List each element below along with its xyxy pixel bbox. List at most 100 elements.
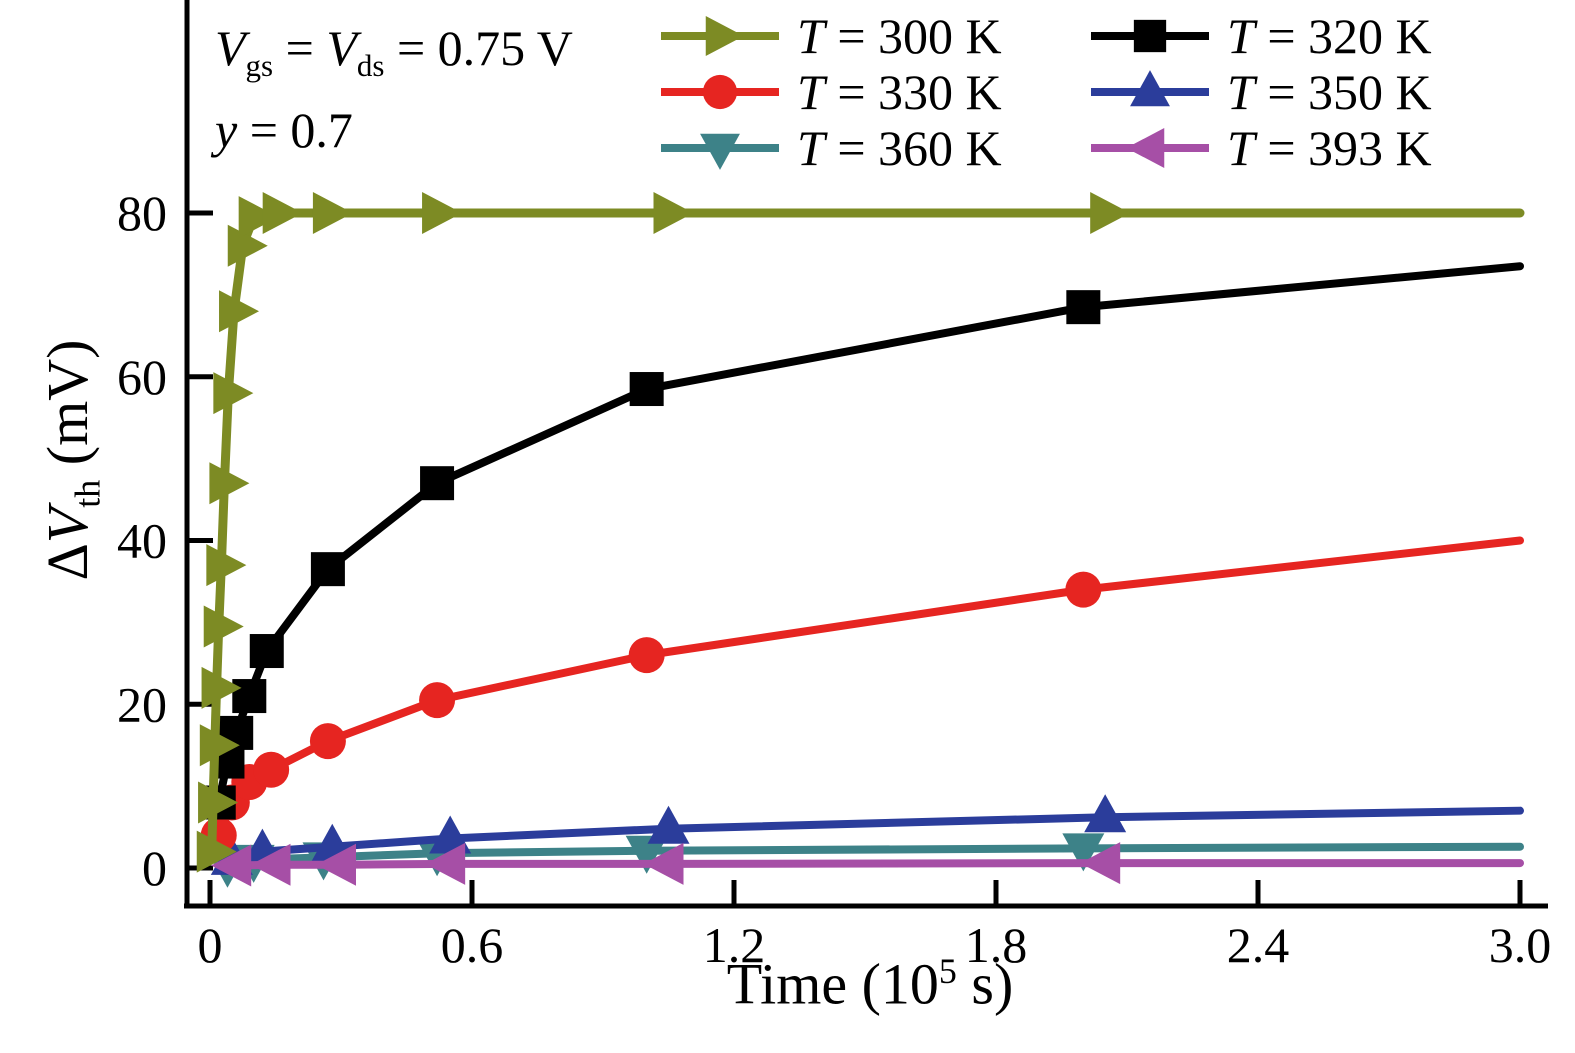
marker-triangle-left: [211, 844, 252, 887]
marker-circle: [253, 751, 290, 788]
y-value: = 0.7: [237, 102, 353, 158]
marker-triangle-left: [1080, 842, 1121, 885]
delta-symbol: Δ: [35, 543, 100, 581]
vds-subscript: ds: [356, 48, 385, 83]
legend-swatch-393K: [1091, 128, 1209, 168]
marker-triangle-right: [198, 781, 239, 824]
legend-value: = 393 K: [1254, 120, 1432, 176]
legend-label-330K: T = 330 K: [797, 63, 1002, 121]
marker-triangle-right: [196, 830, 237, 873]
marker-square: [629, 372, 664, 407]
marker-square: [420, 466, 455, 501]
y-tick-label: 80: [117, 185, 167, 241]
marker-triangle-right: [705, 16, 744, 56]
time-label: Time (10: [726, 951, 939, 1017]
marker-circle: [309, 723, 346, 760]
marker-triangle-left: [316, 843, 357, 886]
vgs-symbol: V: [215, 20, 246, 76]
legend-swatch-320K: [1091, 19, 1209, 53]
exponent: 5: [938, 951, 957, 991]
legend-item-320K: T = 320 K: [1085, 8, 1432, 64]
marker-triangle-up: [1130, 70, 1170, 107]
marker-triangle-right: [219, 290, 260, 333]
marker-triangle-right: [227, 224, 268, 267]
marker-triangle-right: [1090, 192, 1131, 234]
voltage-value: = 0.75 V: [384, 20, 573, 76]
x-tick-label: 0.6: [441, 917, 504, 973]
marker-triangle-left: [250, 843, 291, 886]
legend-var: T: [797, 8, 825, 64]
marker-circle: [1065, 571, 1102, 608]
annotation-line-1: Vgs = Vds = 0.75 V: [215, 16, 573, 98]
marker-square: [310, 552, 345, 587]
conditions-annotation: Vgs = Vds = 0.75 V y = 0.7: [215, 16, 573, 162]
legend-var: T: [1227, 120, 1255, 176]
marker-triangle-right: [213, 372, 254, 415]
marker-triangle-right: [199, 724, 240, 767]
vds-symbol: V: [326, 20, 357, 76]
legend-label-350K: T = 350 K: [1227, 63, 1432, 121]
series-350K: [210, 794, 1525, 875]
marker-triangle-right: [238, 196, 279, 239]
y-symbol: y: [215, 102, 238, 158]
legend-label-320K: T = 320 K: [1227, 7, 1432, 65]
legend-var: T: [797, 120, 825, 176]
legend-swatch-360K: [661, 133, 779, 170]
legend-value: = 300 K: [824, 8, 1002, 64]
legend-label-300K: T = 300 K: [797, 7, 1002, 65]
marker-triangle-left: [1126, 128, 1165, 168]
legend-swatch-300K: [661, 16, 779, 56]
series-320K: [201, 262, 1525, 820]
x-tick-label: 1.2: [703, 917, 766, 973]
legend-value: = 320 K: [1254, 8, 1432, 64]
legend-value: = 350 K: [1254, 64, 1432, 120]
x-tick-label: 0: [198, 917, 223, 973]
marker-triangle-left: [643, 842, 684, 885]
series-393K: [211, 842, 1525, 887]
marker-square: [1133, 19, 1167, 53]
y-tick-label: 60: [117, 349, 167, 405]
marker-circle: [628, 637, 665, 674]
x-axis-label: Time (105 s): [560, 950, 1180, 1017]
series-line: [214, 536, 1525, 840]
legend-item-350K: T = 350 K: [1085, 64, 1432, 120]
marker-square: [1066, 290, 1101, 325]
y-axis-label: ΔVth (mV): [28, 250, 108, 670]
y-tick-label: 20: [117, 676, 167, 732]
marker-triangle-right: [201, 666, 242, 709]
series-line: [207, 208, 1525, 857]
legend-label-360K: T = 360 K: [797, 119, 1002, 177]
series-line: [214, 262, 1525, 807]
marker-triangle-down: [625, 835, 668, 874]
x-tick-label: 3.0: [1489, 917, 1552, 973]
marker-triangle-right: [262, 192, 303, 234]
marker-triangle-up: [647, 805, 690, 844]
x-tick-label: 1.8: [965, 917, 1028, 973]
y-units: (mV): [35, 339, 100, 480]
marker-triangle-up: [1084, 794, 1127, 833]
marker-triangle-right: [422, 192, 463, 234]
marker-triangle-down: [1062, 833, 1105, 872]
equals-1: =: [273, 20, 327, 76]
marker-triangle-right: [209, 462, 250, 505]
x-tick-label: 2.4: [1227, 917, 1290, 973]
legend-item-300K: T = 300 K: [655, 8, 1002, 64]
legend-var: T: [797, 64, 825, 120]
legend-var: T: [1227, 8, 1255, 64]
marker-triangle-up: [429, 815, 472, 854]
annotation-line-2: y = 0.7: [215, 98, 573, 162]
marker-triangle-left: [425, 842, 466, 885]
marker-circle: [702, 74, 738, 110]
series-300K: [196, 192, 1525, 873]
legend-value: = 330 K: [824, 64, 1002, 120]
y-tick-label: 40: [117, 513, 167, 569]
marker-triangle-right: [312, 192, 353, 234]
legend-value: = 360 K: [824, 120, 1002, 176]
marker-circle: [419, 682, 456, 719]
marker-square: [232, 679, 267, 714]
legend-swatch-330K: [661, 74, 779, 110]
legend-item-393K: T = 393 K: [1085, 120, 1432, 176]
legend-swatch-350K: [1091, 70, 1209, 107]
